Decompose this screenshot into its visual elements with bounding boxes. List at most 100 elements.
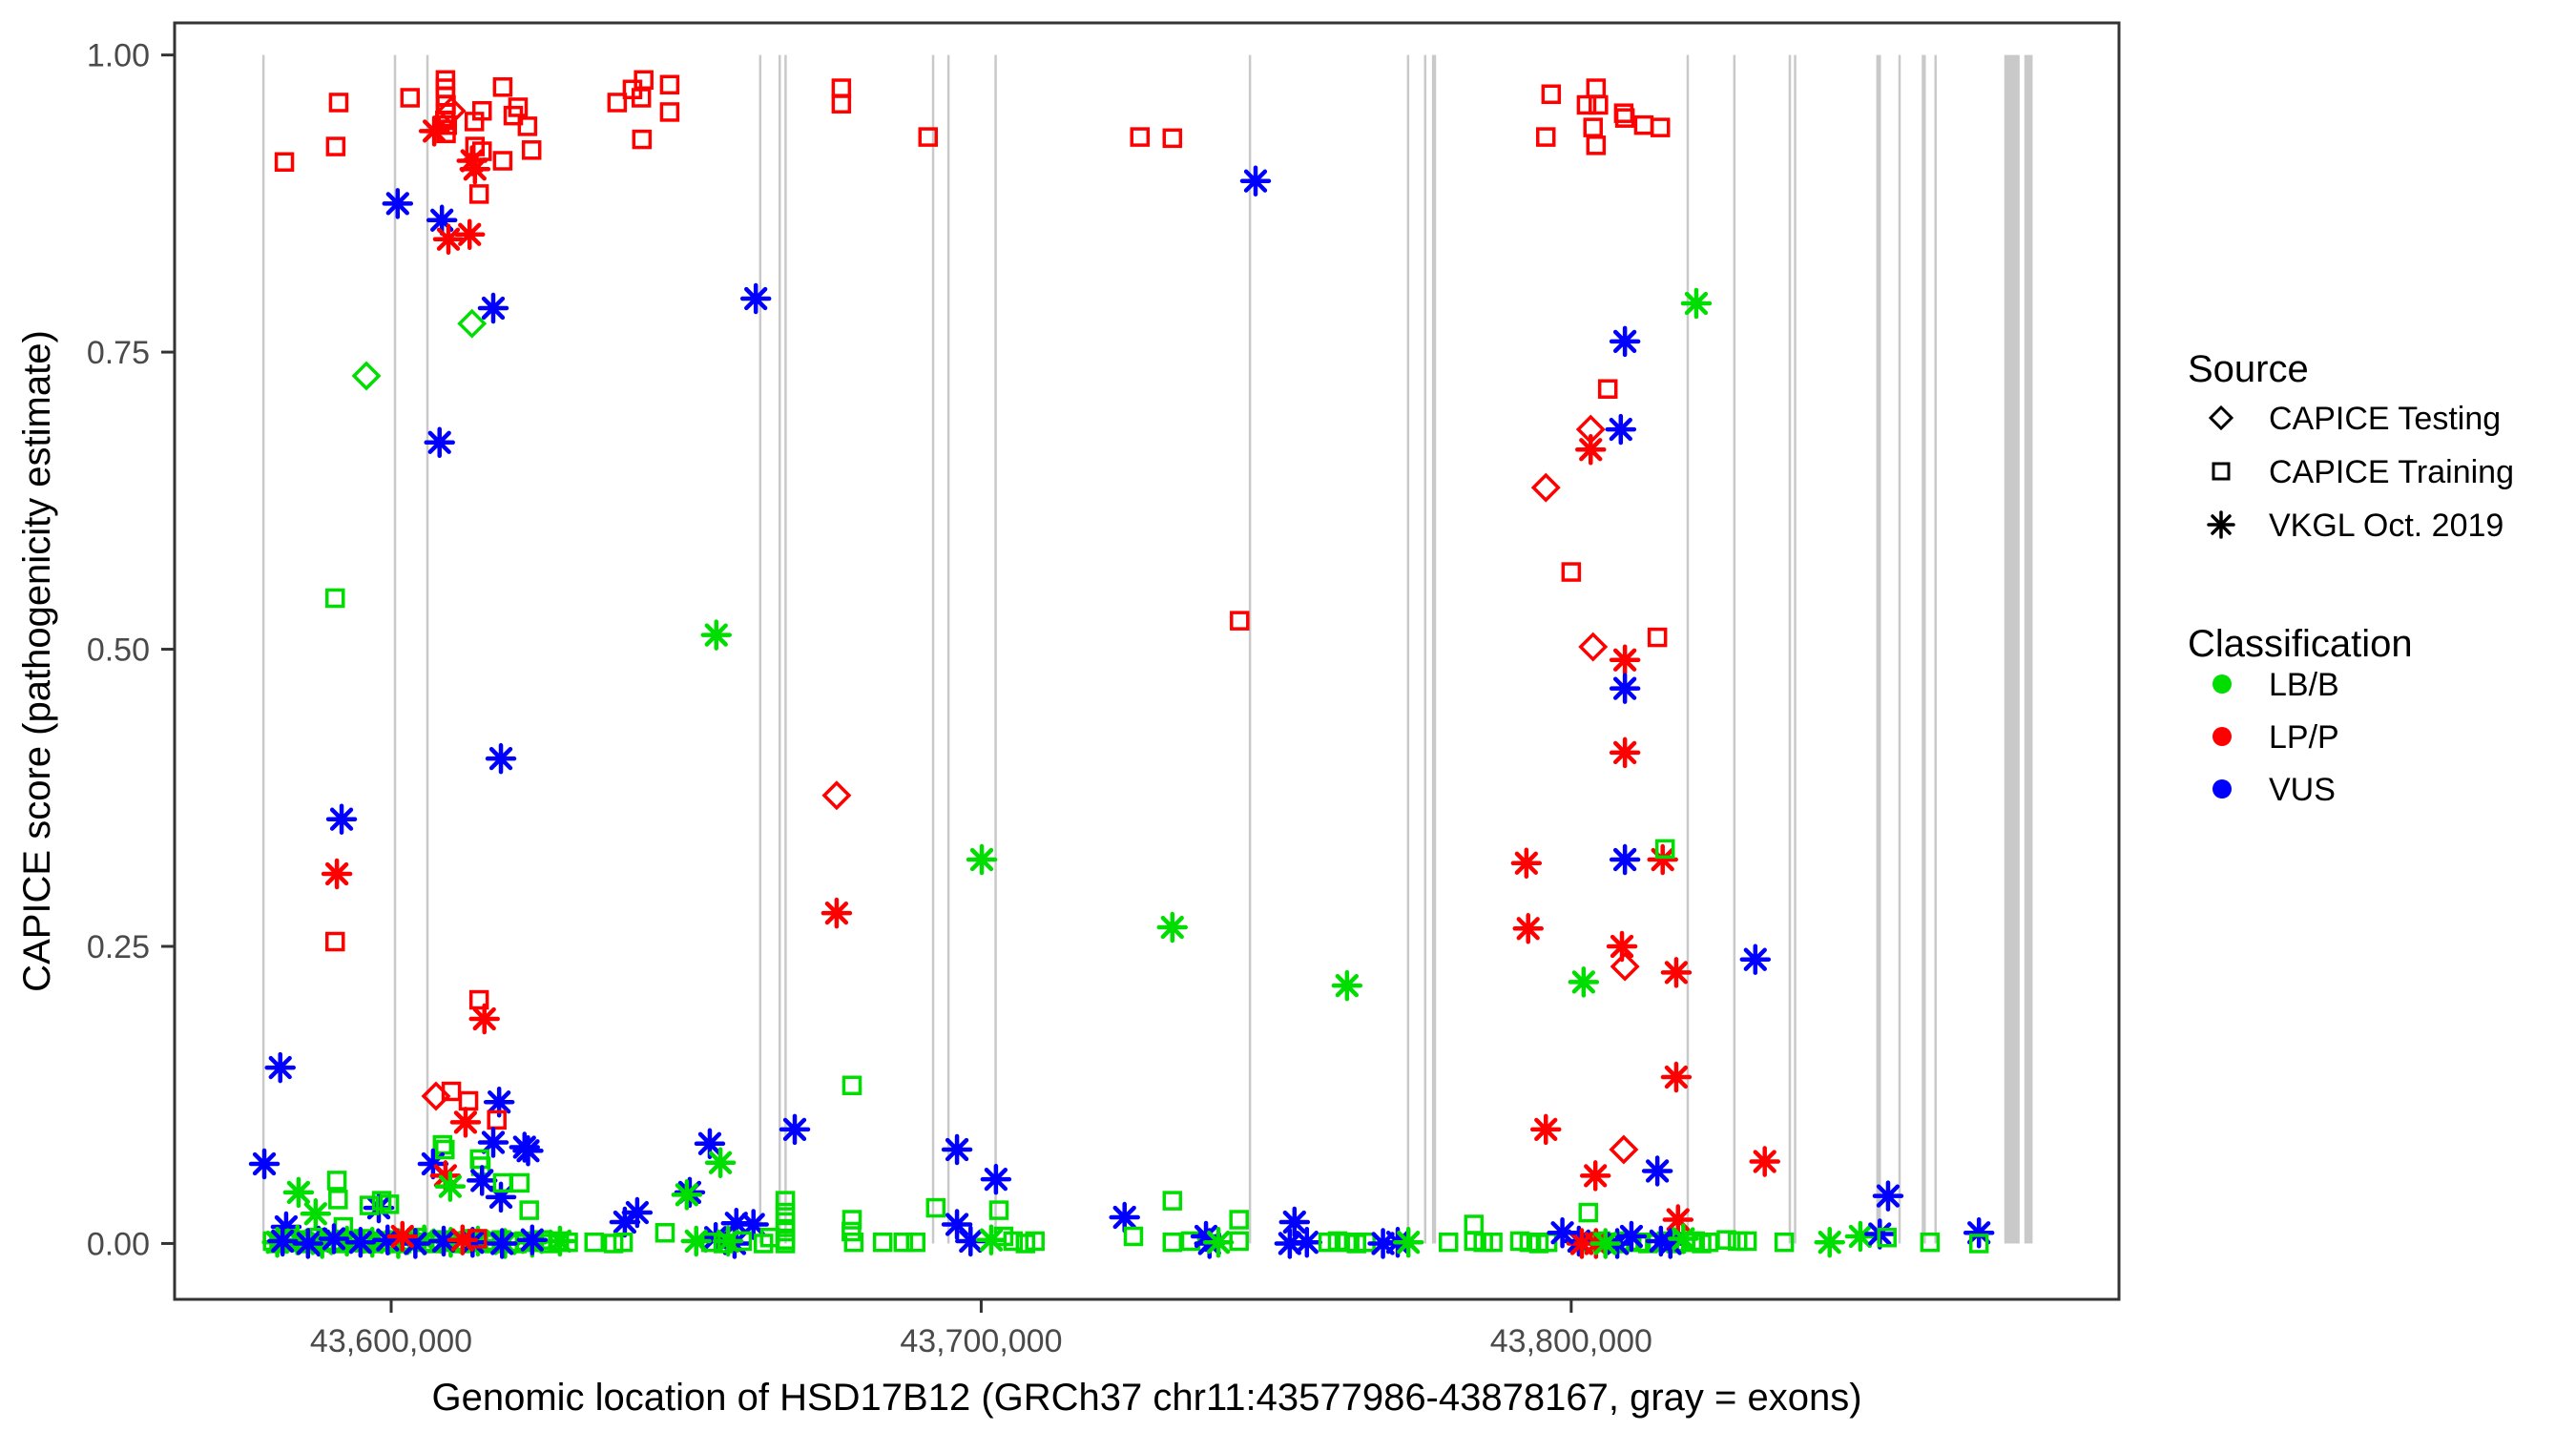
data-point: [1654, 839, 1675, 860]
data-point: [270, 1211, 302, 1243]
exon-line: [1686, 54, 1690, 1244]
data-point: [1530, 1113, 1562, 1146]
data-point: [1609, 325, 1641, 358]
data-point: [841, 1075, 862, 1096]
data-point: [1230, 611, 1250, 631]
data-point: [521, 140, 542, 160]
diamond-icon: [2208, 404, 2234, 431]
data-point: [487, 1228, 518, 1259]
data-point: [429, 1160, 462, 1192]
y-tick-label: 0.50: [87, 633, 150, 669]
data-point: [980, 1163, 1012, 1195]
data-point: [1660, 957, 1693, 988]
data-point: [1660, 1061, 1693, 1093]
data-point: [737, 1209, 769, 1240]
data-point: [1654, 1228, 1686, 1259]
data-point: [1736, 1231, 1757, 1252]
data-point: [1844, 1220, 1877, 1253]
exon-line: [1431, 54, 1437, 1244]
legend-item-capice-training: CAPICE Training: [2269, 454, 2514, 490]
exon-line: [1733, 54, 1736, 1244]
exon-line: [778, 54, 781, 1244]
data-point: [318, 1223, 350, 1255]
data-point: [1614, 108, 1635, 128]
data-point: [468, 1003, 500, 1035]
data-point: [680, 1225, 712, 1257]
data-point: [1586, 135, 1607, 156]
data-point: [1278, 1206, 1311, 1238]
data-point: [1650, 117, 1671, 137]
data-point: [379, 1194, 400, 1214]
data-point: [1872, 1180, 1904, 1212]
data-point: [841, 1210, 862, 1230]
data-point: [1609, 644, 1641, 676]
data-point: [1589, 1228, 1621, 1259]
data-point: [1190, 1220, 1222, 1253]
data-point: [1647, 843, 1678, 876]
data-point: [1536, 127, 1556, 147]
data-point: [1162, 1191, 1183, 1211]
data-point: [1633, 114, 1654, 135]
x-tick-label: 43,600,000: [310, 1323, 472, 1359]
data-point: [324, 931, 345, 952]
data-point: [1438, 1232, 1459, 1253]
data-point: [248, 1148, 280, 1180]
data-point: [1162, 128, 1183, 149]
x-tick-label: 43,700,000: [900, 1323, 1062, 1359]
data-point: [517, 116, 538, 136]
data-point: [1589, 94, 1609, 115]
exon-line: [2004, 54, 2020, 1244]
data-point: [274, 152, 295, 173]
data-point: [1331, 969, 1363, 1002]
data-point: [1647, 627, 1668, 648]
data-point: [1662, 1204, 1694, 1235]
data-point: [266, 1225, 299, 1257]
data-point: [449, 1107, 482, 1138]
data-point: [659, 102, 680, 122]
data-point: [264, 1051, 296, 1084]
data-point: [779, 1113, 811, 1146]
data-point: [466, 1165, 498, 1196]
data-point: [400, 1228, 431, 1259]
data-point: [654, 1222, 675, 1243]
data-point: [843, 1232, 864, 1253]
vus-color-dot: [2212, 779, 2232, 798]
data-point: [893, 1232, 914, 1253]
data-point: [459, 153, 491, 185]
y-tick-label: 0.25: [87, 929, 150, 965]
data-point: [492, 77, 513, 97]
data-point: [467, 1229, 488, 1249]
y-tick-label: 0.75: [87, 335, 150, 371]
data-point: [1963, 1216, 1995, 1249]
data-point: [477, 1127, 509, 1158]
data-point: [1483, 1232, 1503, 1253]
data-point: [1510, 847, 1543, 880]
data-point: [1274, 1228, 1306, 1259]
data-point: [905, 1232, 926, 1253]
data-point: [1606, 930, 1638, 963]
data-point: [471, 100, 492, 121]
data-point: [1877, 1227, 1897, 1248]
exon-line: [261, 54, 265, 1244]
data-point: [1512, 913, 1544, 944]
data-point: [457, 308, 488, 339]
exon-line: [1876, 54, 1881, 1244]
legend: Source CAPICE Testing CAPICE Training VK…: [2188, 348, 2514, 808]
legend-item-capice-testing: CAPICE Testing: [2269, 401, 2501, 437]
data-point: [1749, 1146, 1780, 1177]
data-point: [831, 93, 852, 114]
data-point: [1123, 1226, 1144, 1247]
data-point: [400, 88, 421, 108]
data-point: [1920, 1232, 1941, 1253]
data-point: [447, 1224, 479, 1255]
data-point: [759, 1227, 780, 1248]
data-point: [483, 1086, 515, 1118]
data-point: [492, 151, 513, 171]
data-point: [1229, 1210, 1249, 1230]
data-point: [1968, 1234, 1989, 1254]
data-point: [975, 1224, 1008, 1255]
data-point: [659, 74, 680, 95]
exon-layer: [261, 54, 2033, 1244]
data-point: [988, 1200, 1009, 1220]
data-point: [1578, 1202, 1599, 1223]
